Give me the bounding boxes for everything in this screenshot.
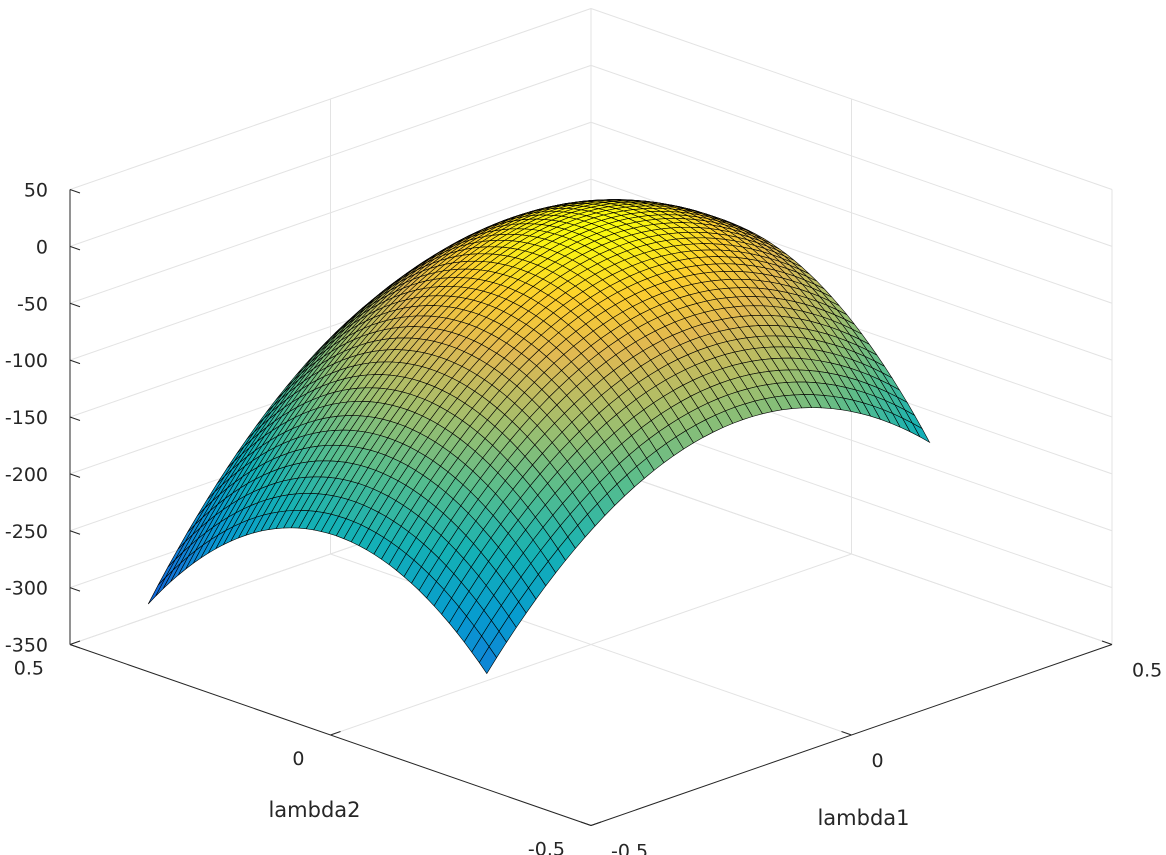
lambda2-tick-mark — [330, 731, 341, 736]
z-tick-mark — [69, 416, 81, 421]
z-tick-label: 50 — [24, 180, 48, 202]
z-tick-label: -100 — [5, 350, 48, 372]
lambda2-tick-label: -0.5 — [528, 839, 565, 855]
lambda1-tick-mark — [1101, 640, 1113, 645]
z-tick-mark — [69, 644, 81, 649]
axes-box — [69, 189, 1113, 826]
z-tick-mark — [69, 302, 81, 308]
z-tick-mark — [69, 359, 81, 365]
z-tick-label: -200 — [5, 464, 48, 486]
lambda1-tick-label: -0.5 — [611, 841, 648, 855]
z-tick-mark — [69, 189, 81, 194]
z-tick-mark — [69, 473, 81, 478]
surface-patch — [478, 646, 497, 675]
z-tick-label: -350 — [5, 635, 48, 657]
lambda1-tick-label: 0.5 — [1132, 660, 1162, 682]
z-tick-label: -250 — [5, 521, 48, 543]
z-tick-mark — [69, 530, 81, 535]
z-tick-label: 0 — [36, 236, 48, 258]
lambda2-tick-mark — [590, 821, 602, 826]
lambda2-tick-mark — [69, 640, 81, 645]
lambda2-axis-label: lambda2 — [268, 798, 360, 822]
z-tick-label: -50 — [17, 293, 48, 315]
z-tick-label: -150 — [5, 407, 48, 429]
lambda1-tick-mark — [841, 731, 852, 736]
lambda2-tick-label: 0 — [292, 748, 304, 770]
surface-mesh — [147, 199, 931, 675]
lambda1-tick-mark — [580, 821, 592, 826]
grid-line-y — [330, 553, 852, 736]
z-tick-mark — [69, 245, 81, 251]
lambda1-tick-label: 0 — [872, 750, 884, 772]
lambda1-axis-label: lambda1 — [817, 806, 909, 830]
surface-patch — [147, 577, 166, 605]
axes-labels: 50 0 -50 -100 -150 -200 -250 -300 -350 -0.5 0 0.5 -0… — [5, 180, 1162, 855]
z-tick-mark — [69, 587, 81, 592]
z-tick-label: -300 — [5, 578, 48, 600]
lambda2-tick-label: 0.5 — [14, 658, 44, 680]
